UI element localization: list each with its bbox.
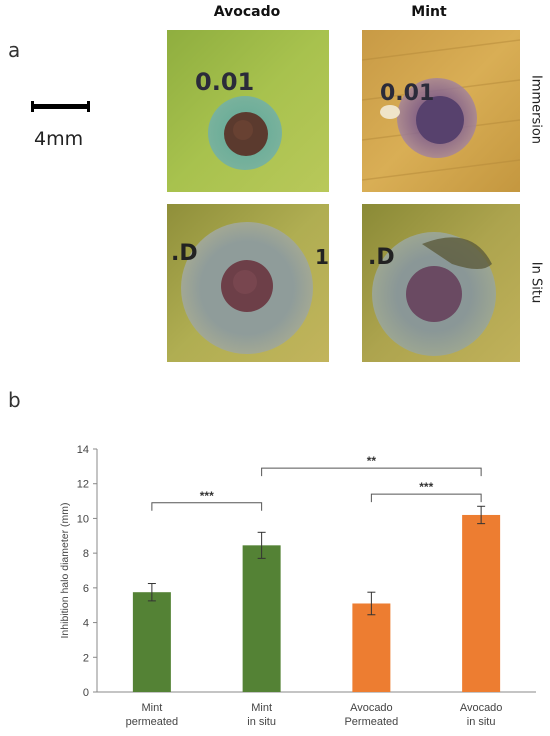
y-tick-label: 8 xyxy=(83,548,89,560)
significance-bracket-2 xyxy=(370,493,482,503)
x-tick-label: in situ xyxy=(467,716,496,728)
handwriting-mint-immersion: 0.01 xyxy=(380,81,434,106)
y-tick-label: 12 xyxy=(77,479,89,491)
x-tick-label: Avocado xyxy=(350,702,393,714)
y-tick-label: 0 xyxy=(83,687,89,699)
y-tick-label: 10 xyxy=(77,513,89,525)
column-header-mint: Mint xyxy=(411,4,447,20)
y-tick-label: 6 xyxy=(83,583,89,595)
photo-avocado-insitu: .D 1. xyxy=(167,204,329,362)
panel-letter-a: a xyxy=(8,38,21,62)
scale-bar-label: 4mm xyxy=(34,128,84,150)
x-tick-label: Avocado xyxy=(460,702,503,714)
x-tick-label: in situ xyxy=(247,716,276,728)
significance-label-1: ** xyxy=(367,454,377,468)
y-tick-label: 4 xyxy=(83,618,89,630)
handwriting-mint-insitu: .D xyxy=(368,245,395,270)
significance-bracket-0 xyxy=(151,502,263,511)
significance-label-0: *** xyxy=(200,489,214,503)
handwriting-avocado-immersion: 0.01 xyxy=(195,68,254,96)
photo-avocado-immersion: 0.01 xyxy=(167,30,329,192)
photo-mint-insitu: .D xyxy=(362,204,520,362)
column-header-avocado: Avocado xyxy=(213,4,281,20)
bar-1 xyxy=(242,545,281,692)
x-tick-label: permeated xyxy=(126,716,179,728)
bar-2 xyxy=(352,603,391,692)
y-tick-label: 2 xyxy=(83,652,89,664)
bar-3 xyxy=(462,514,501,692)
x-tick-label: Permeated xyxy=(344,716,398,728)
row-label-immersion: Immersion xyxy=(528,74,544,145)
y-axis-title: Inhibition halo diameter (mm) xyxy=(59,503,71,639)
x-tick-label: Mint xyxy=(141,702,162,714)
bar-chart: 0 2 4 6 8 10 12 14 Inhibition halo diameter (mm)… xyxy=(59,444,536,728)
y-tick-label: 14 xyxy=(77,444,89,456)
handwriting-avocado-insitu: .D xyxy=(171,241,198,266)
photo-mint-immersion: 0.01 xyxy=(362,30,520,192)
x-tick-label: Mint xyxy=(251,702,272,714)
bar-0 xyxy=(132,592,171,692)
handwriting-avocado-insitu-edge: 1. xyxy=(315,245,329,269)
significance-bracket-1 xyxy=(261,467,482,477)
significance-label-2: *** xyxy=(419,480,433,494)
panel-letter-b: b xyxy=(8,388,21,412)
row-label-insitu: In Situ xyxy=(528,261,544,304)
scale-bar xyxy=(31,101,90,112)
